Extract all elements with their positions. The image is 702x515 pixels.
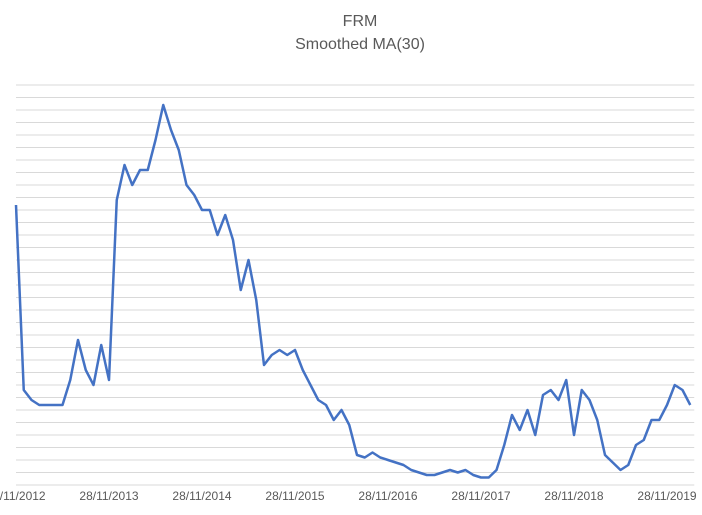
x-tick-label: 28/11/2014 bbox=[172, 489, 231, 503]
x-tick-label: 28/11/2012 bbox=[0, 489, 46, 503]
x-tick-label: 28/11/2018 bbox=[544, 489, 603, 503]
x-tick-label: 28/11/2017 bbox=[451, 489, 510, 503]
x-tick-label: 28/11/2016 bbox=[358, 489, 417, 503]
x-tick-label: 28/11/2013 bbox=[79, 489, 138, 503]
x-tick-label: 28/11/2019 bbox=[637, 489, 696, 503]
x-tick-label: 28/11/2015 bbox=[265, 489, 324, 503]
chart-title: FRM bbox=[343, 13, 378, 30]
data-line bbox=[14, 103, 692, 479]
chart-subtitle: Smoothed MA(30) bbox=[295, 36, 425, 53]
